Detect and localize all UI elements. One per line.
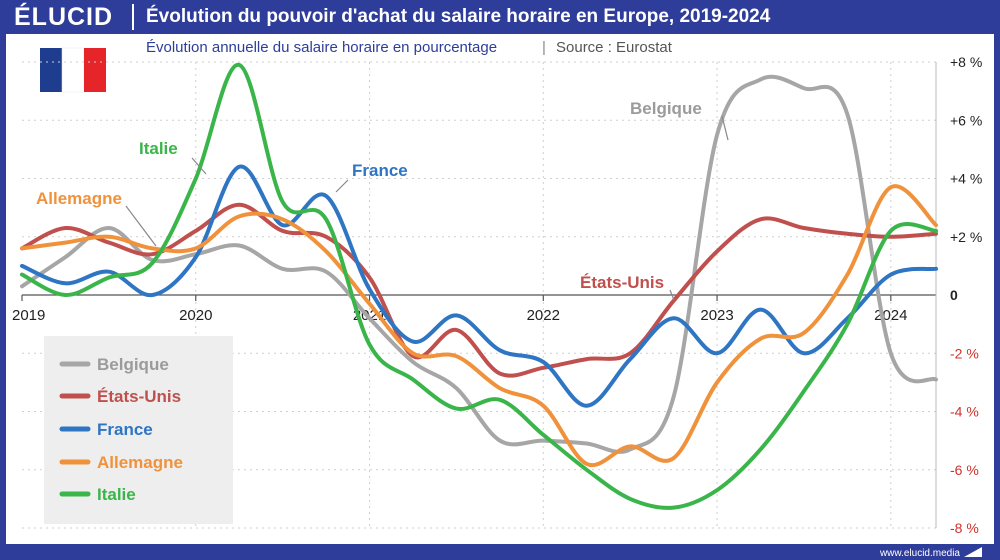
annotations: Belgique États-Unis France Allemagne Italie [36,99,729,301]
annotation-allemagne: Allemagne [36,189,122,208]
series-line-france [20,164,938,408]
page-title: Évolution du pouvoir d'achat du salaire … [146,6,771,27]
series-line-etats-unis [20,202,938,378]
annotation-leader-belgique [721,115,729,141]
x-axis: 2019 2020 2021 2022 2023 2024 [12,294,936,324]
legend-item-france: France [59,420,153,439]
annotation-leader-allemagne [125,205,157,247]
legend-label-belgique: Belgique [97,355,169,374]
website-url[interactable]: www.elucid.media [879,548,960,559]
chart: Évolution annuelle du salaire horaire en… [12,39,982,536]
annotation-france: France [352,161,408,180]
legend: Belgique États-Unis France Allemagne Ita… [44,336,233,524]
elucid-mark-icon [964,547,982,557]
logo-separator [132,4,134,30]
y-tick-label: -8 % [950,520,979,536]
header: ÉLUCID Évolution du pouvoir d'achat du s… [0,0,1000,34]
series [20,62,938,510]
legend-label-allemagne: Allemagne [97,453,183,472]
source-separator: | [542,39,546,56]
legend-label-etats-unis: États-Unis [97,387,181,406]
x-tick-label: 2022 [527,307,560,324]
y-tick-label: 0 [950,287,958,303]
legend-label-italie: Italie [97,485,136,504]
series-line-allemagne [20,184,938,468]
y-tick-label: +6 % [950,112,982,128]
legend-label-france: France [97,420,153,439]
annotation-leader-france [335,179,349,193]
flag-stripe-white [61,47,85,93]
france-flag [40,47,106,93]
flag-stripe-blue [40,48,62,92]
y-axis: +8 % +6 % +4 % +2 % 0 -2 % -4 % -6 % -8 % [935,54,982,536]
x-tick-label: 2020 [179,307,212,324]
y-tick-label: +4 % [950,171,982,187]
x-tick-label: 2019 [12,307,45,324]
annotation-italie: Italie [139,139,178,158]
legend-item-italie: Italie [59,485,136,504]
annotation-leader-italie [191,157,207,175]
y-tick-label: -4 % [950,404,979,420]
y-tick-label: -2 % [950,345,979,361]
flag-stripe-red [84,48,106,92]
legend-item-allemagne: Allemagne [59,453,183,472]
legend-item-etats-unis: États-Unis [59,387,181,406]
y-tick-label: +8 % [950,54,982,70]
source: Source : Eurostat [556,39,673,56]
brand-logo: ÉLUCID [14,3,114,31]
annotation-belgique: Belgique [630,99,702,118]
y-tick-label: +2 % [950,229,982,245]
annotation-etats-unis: États-Unis [580,273,664,292]
subtitle: Évolution annuelle du salaire horaire en… [146,39,497,56]
x-tick-label: 2023 [700,307,733,324]
series-line-italie [20,62,938,510]
legend-item-belgique: Belgique [59,355,169,374]
y-tick-label: -6 % [950,462,979,478]
annotation-leader-etats-unis [669,289,675,301]
